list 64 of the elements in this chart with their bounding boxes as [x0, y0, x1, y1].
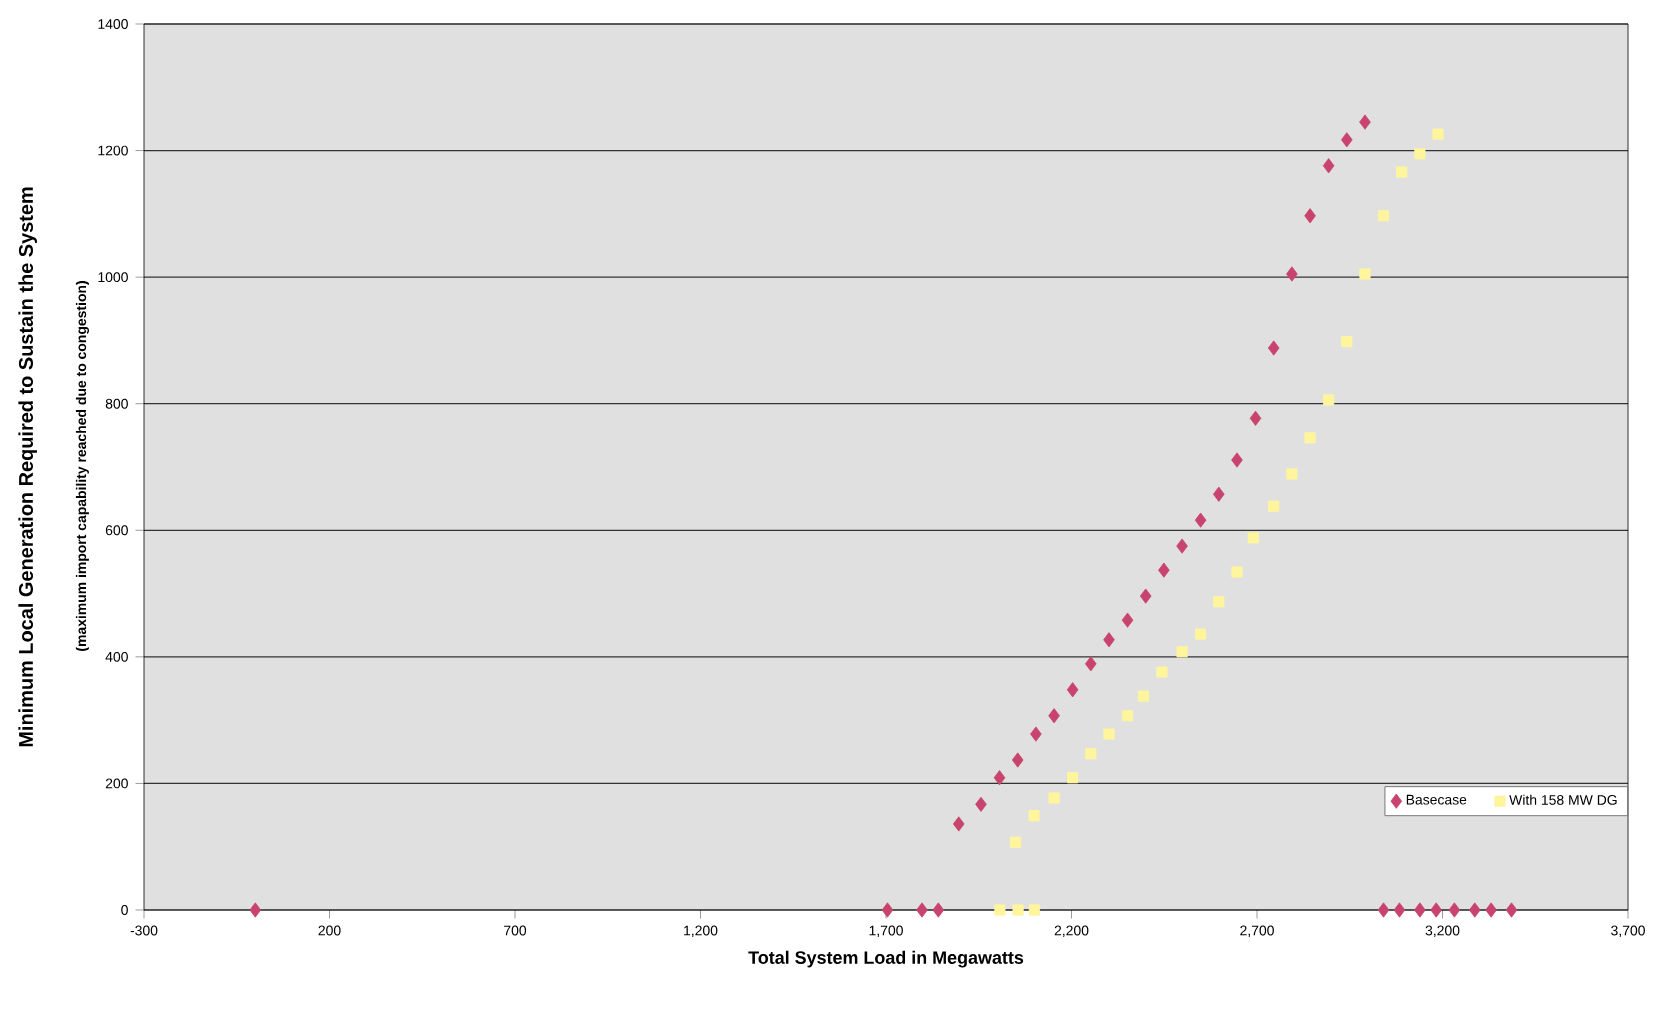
point	[1322, 158, 1335, 174]
point	[1176, 538, 1188, 554]
point	[1414, 148, 1426, 160]
point	[1505, 902, 1518, 918]
point	[1067, 772, 1079, 784]
point	[1267, 340, 1280, 356]
point	[1304, 432, 1316, 444]
point	[249, 902, 262, 918]
point	[1448, 902, 1461, 918]
point	[1213, 596, 1225, 608]
point	[1158, 562, 1170, 578]
point	[1103, 728, 1115, 740]
point	[881, 902, 894, 918]
point	[1432, 128, 1444, 140]
point	[1194, 512, 1207, 528]
point	[1030, 726, 1042, 742]
point	[1103, 632, 1115, 648]
point	[1231, 452, 1243, 468]
point	[1121, 612, 1134, 628]
point	[1139, 588, 1152, 604]
point	[1396, 166, 1408, 178]
point	[1341, 132, 1353, 148]
point	[1066, 682, 1079, 698]
point	[1247, 532, 1259, 544]
point	[1156, 666, 1168, 678]
point	[1414, 902, 1426, 918]
point	[1286, 266, 1298, 282]
point	[1137, 690, 1150, 702]
point	[952, 816, 965, 832]
point	[1377, 210, 1390, 222]
point	[1028, 904, 1040, 916]
point	[1359, 268, 1371, 280]
point	[1323, 394, 1335, 406]
point	[1213, 486, 1225, 502]
point	[1393, 902, 1406, 918]
point	[1249, 410, 1262, 426]
point	[1176, 646, 1188, 658]
point	[1304, 208, 1316, 224]
point	[1121, 710, 1134, 722]
point	[932, 902, 945, 918]
point	[1231, 566, 1243, 578]
point	[1009, 836, 1022, 848]
point	[1048, 792, 1060, 804]
point	[1469, 902, 1481, 918]
point	[1359, 114, 1371, 130]
point	[1485, 902, 1497, 918]
point	[993, 770, 1006, 786]
point	[975, 796, 987, 812]
point	[1268, 500, 1280, 512]
point	[1048, 708, 1060, 724]
point	[1195, 628, 1207, 640]
point	[1028, 810, 1040, 822]
point	[994, 904, 1006, 916]
point	[1377, 902, 1390, 918]
point	[1011, 752, 1024, 768]
y-axis-title: Minimum Local Generation Required to Sustain the System	[18, 187, 37, 747]
point	[916, 902, 928, 918]
point	[1085, 656, 1097, 672]
point	[1085, 748, 1097, 760]
point	[1341, 336, 1353, 348]
point	[1286, 468, 1298, 480]
point	[1430, 902, 1442, 918]
point	[1012, 904, 1024, 916]
x-axis-title: Total System Load in Megawatts	[748, 950, 1024, 968]
